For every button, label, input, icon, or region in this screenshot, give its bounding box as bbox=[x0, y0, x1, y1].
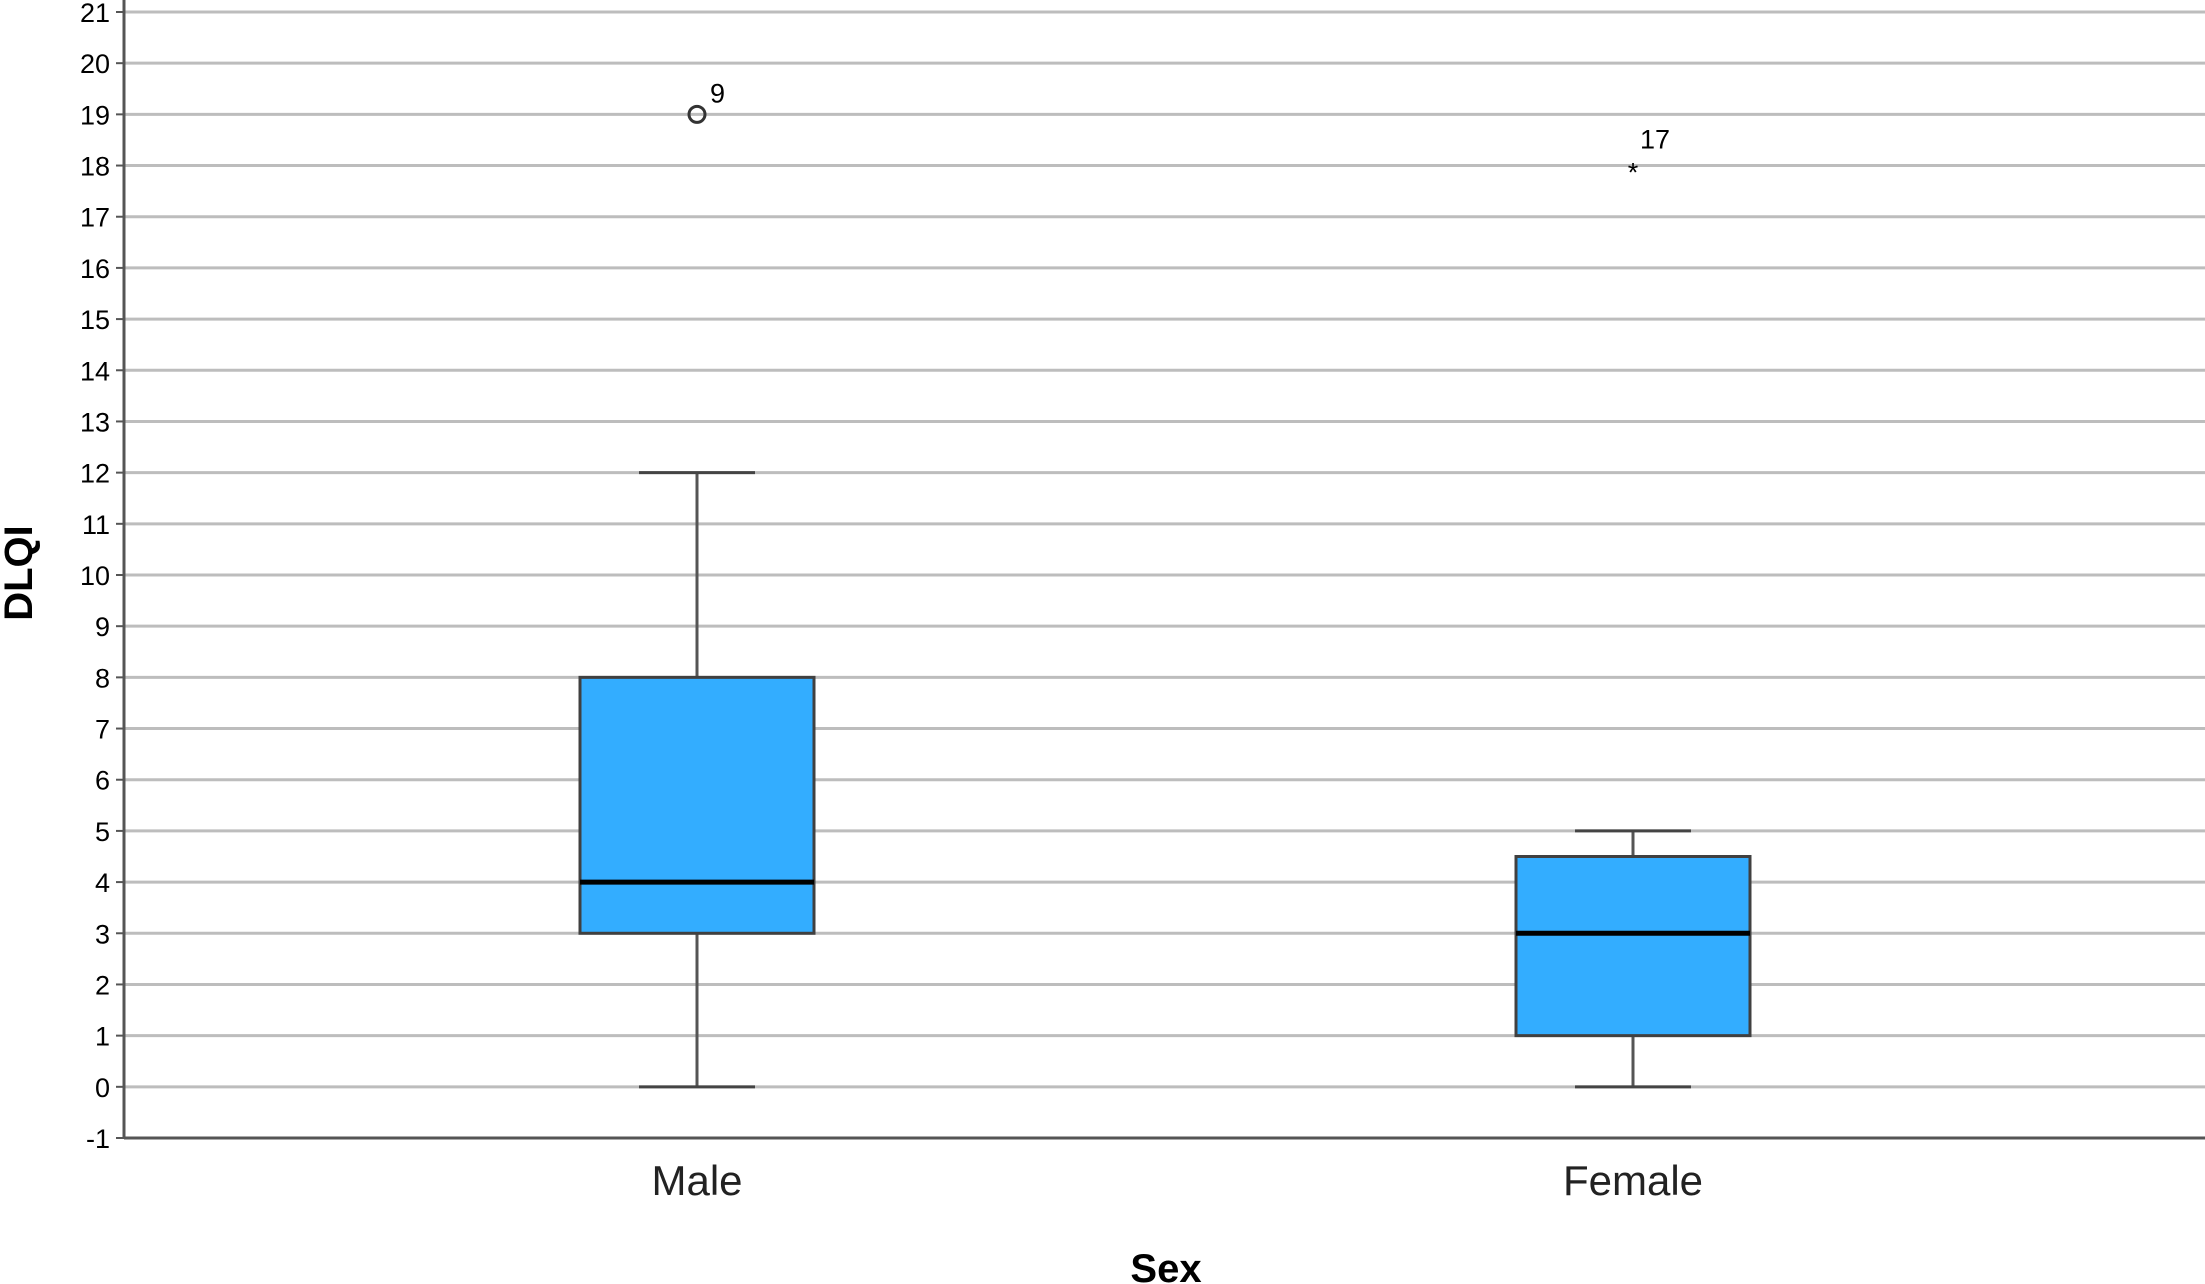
outlier-star-marker: * bbox=[1628, 158, 1639, 188]
outlier-label: 17 bbox=[1640, 125, 1670, 155]
y-tick-label: 8 bbox=[95, 663, 110, 693]
y-tick-label: 19 bbox=[80, 100, 110, 130]
y-tick-label: 15 bbox=[80, 305, 110, 335]
x-category-label: Male bbox=[651, 1157, 742, 1204]
y-axis-title: DLQI bbox=[0, 525, 41, 621]
y-tick-label: 5 bbox=[95, 817, 110, 847]
y-tick-label: 3 bbox=[95, 919, 110, 949]
boxes: 9 *17 bbox=[578, 78, 1752, 1089]
x-category-label: Female bbox=[1563, 1157, 1703, 1204]
y-tick-label: 17 bbox=[80, 203, 110, 233]
outlier-circle-marker bbox=[687, 104, 707, 124]
y-tick-label: 6 bbox=[95, 766, 110, 796]
box-group-male: 9 bbox=[578, 78, 816, 1089]
outlier-label: 9 bbox=[710, 78, 725, 108]
y-tick-label: 16 bbox=[80, 254, 110, 284]
gridlines bbox=[124, 10, 2205, 1089]
box-group-female: *17 bbox=[1514, 125, 1752, 1089]
y-tick-label: -1 bbox=[86, 1124, 110, 1154]
plot-frame bbox=[122, 0, 2205, 1140]
y-tick-label: 21 bbox=[80, 0, 110, 28]
y-tick-label: 2 bbox=[95, 970, 110, 1000]
y-tick-label: 4 bbox=[95, 868, 110, 898]
y-tick-label: 9 bbox=[95, 612, 110, 642]
y-tick-label: 13 bbox=[80, 407, 110, 437]
y-tick-label: 18 bbox=[80, 152, 110, 182]
x-axis-title: Sex bbox=[1130, 1247, 1201, 1284]
x-axis-categories: Male Female bbox=[651, 1157, 1703, 1204]
iqr-box bbox=[578, 675, 816, 935]
y-tick-label: 20 bbox=[80, 49, 110, 79]
y-tick-label: 12 bbox=[80, 459, 110, 489]
y-tick-label: 11 bbox=[82, 510, 110, 540]
y-tick-label: 10 bbox=[80, 561, 110, 591]
y-tick-label: 14 bbox=[80, 356, 110, 386]
y-tick-label: 7 bbox=[95, 715, 110, 745]
y-tick-label: 0 bbox=[95, 1073, 110, 1103]
iqr-box bbox=[1514, 855, 1752, 1038]
y-tick-label: 1 bbox=[95, 1022, 110, 1052]
